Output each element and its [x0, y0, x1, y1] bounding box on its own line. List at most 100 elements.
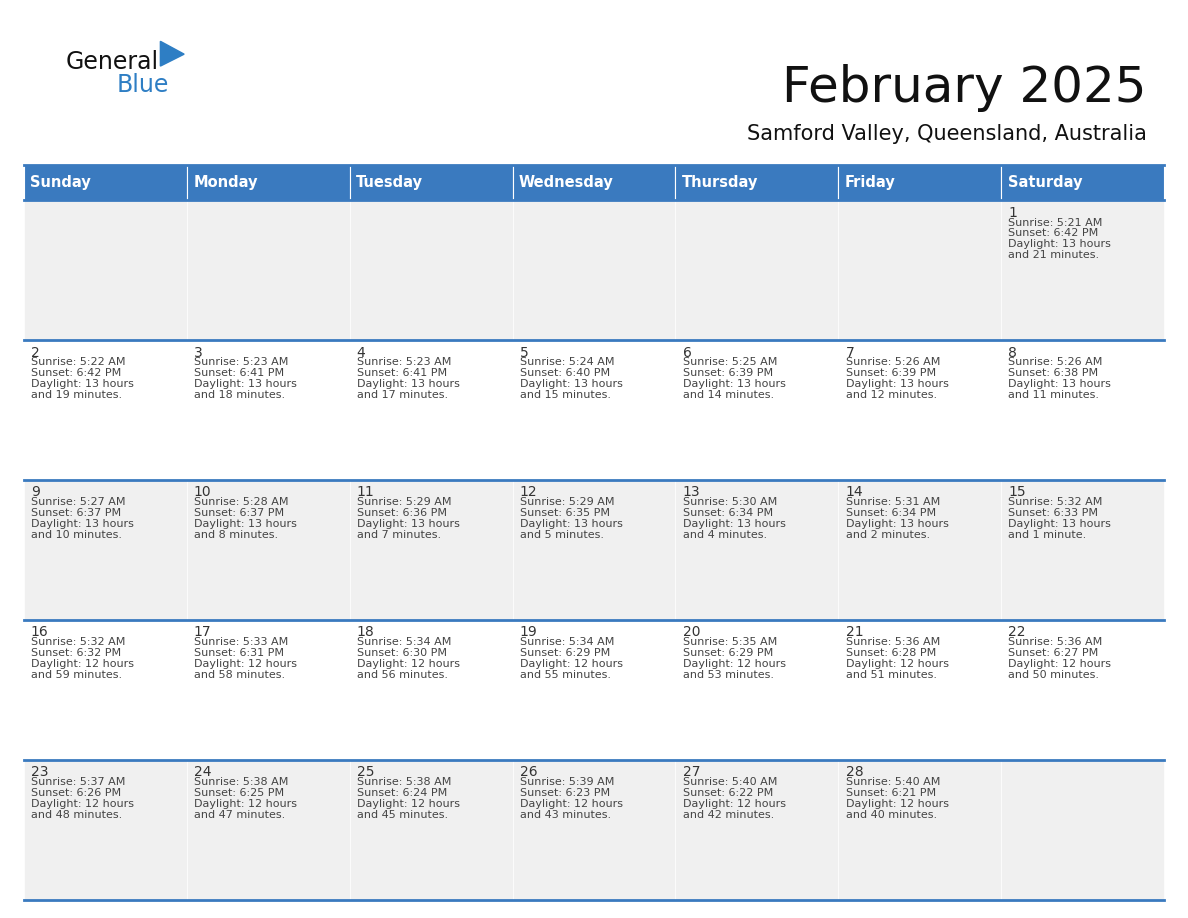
- Bar: [349, 480, 512, 620]
- Text: and 18 minutes.: and 18 minutes.: [194, 390, 285, 400]
- Text: Sunset: 6:41 PM: Sunset: 6:41 PM: [194, 368, 284, 378]
- Text: February 2025: February 2025: [782, 64, 1146, 112]
- Text: and 2 minutes.: and 2 minutes.: [846, 530, 930, 540]
- Text: Daylight: 12 hours: Daylight: 12 hours: [519, 659, 623, 669]
- Text: and 21 minutes.: and 21 minutes.: [1009, 250, 1100, 260]
- Bar: [1001, 760, 1164, 900]
- Bar: [676, 200, 839, 340]
- Text: Daylight: 13 hours: Daylight: 13 hours: [194, 379, 297, 389]
- Text: and 42 minutes.: and 42 minutes.: [683, 810, 773, 820]
- Text: 26: 26: [519, 766, 537, 779]
- Text: Daylight: 12 hours: Daylight: 12 hours: [846, 659, 948, 669]
- Text: and 15 minutes.: and 15 minutes.: [519, 390, 611, 400]
- Bar: [187, 620, 349, 760]
- Text: Daylight: 13 hours: Daylight: 13 hours: [1009, 519, 1111, 529]
- Text: Sunrise: 5:34 AM: Sunrise: 5:34 AM: [519, 637, 614, 647]
- Text: Tuesday: Tuesday: [356, 175, 423, 190]
- Bar: [676, 480, 839, 620]
- Text: and 4 minutes.: and 4 minutes.: [683, 530, 766, 540]
- Text: Sunset: 6:29 PM: Sunset: 6:29 PM: [683, 648, 773, 658]
- Text: Daylight: 13 hours: Daylight: 13 hours: [519, 519, 623, 529]
- Text: Sunrise: 5:38 AM: Sunrise: 5:38 AM: [194, 778, 289, 787]
- Text: 4: 4: [356, 345, 366, 360]
- Text: Sunset: 6:34 PM: Sunset: 6:34 PM: [683, 509, 772, 518]
- Text: Sunrise: 5:27 AM: Sunrise: 5:27 AM: [31, 498, 126, 508]
- Text: and 12 minutes.: and 12 minutes.: [846, 390, 936, 400]
- Text: Sunset: 6:26 PM: Sunset: 6:26 PM: [31, 788, 121, 798]
- Text: Daylight: 12 hours: Daylight: 12 hours: [519, 799, 623, 809]
- Text: and 7 minutes.: and 7 minutes.: [356, 530, 441, 540]
- Bar: [512, 620, 676, 760]
- Text: Daylight: 13 hours: Daylight: 13 hours: [1009, 379, 1111, 389]
- Bar: [676, 165, 839, 200]
- Text: Thursday: Thursday: [682, 175, 758, 190]
- Text: 14: 14: [846, 486, 864, 499]
- Bar: [349, 620, 512, 760]
- Text: Sunset: 6:29 PM: Sunset: 6:29 PM: [519, 648, 609, 658]
- Text: Daylight: 13 hours: Daylight: 13 hours: [683, 379, 785, 389]
- Text: Daylight: 12 hours: Daylight: 12 hours: [1009, 659, 1112, 669]
- Text: 15: 15: [1009, 486, 1026, 499]
- Text: 6: 6: [683, 345, 691, 360]
- Text: Daylight: 13 hours: Daylight: 13 hours: [194, 519, 297, 529]
- Text: Daylight: 13 hours: Daylight: 13 hours: [356, 379, 460, 389]
- Text: Daylight: 13 hours: Daylight: 13 hours: [356, 519, 460, 529]
- Text: Monday: Monday: [194, 175, 258, 190]
- Text: 5: 5: [519, 345, 529, 360]
- Text: and 48 minutes.: and 48 minutes.: [31, 810, 122, 820]
- Text: and 47 minutes.: and 47 minutes.: [194, 810, 285, 820]
- Text: Daylight: 12 hours: Daylight: 12 hours: [31, 659, 134, 669]
- Text: Sunset: 6:37 PM: Sunset: 6:37 PM: [31, 509, 121, 518]
- Text: Samford Valley, Queensland, Australia: Samford Valley, Queensland, Australia: [746, 124, 1146, 144]
- Text: and 5 minutes.: and 5 minutes.: [519, 530, 604, 540]
- Text: Daylight: 12 hours: Daylight: 12 hours: [356, 799, 460, 809]
- Text: Daylight: 13 hours: Daylight: 13 hours: [31, 519, 134, 529]
- Text: Sunrise: 5:33 AM: Sunrise: 5:33 AM: [194, 637, 287, 647]
- Text: Sunrise: 5:36 AM: Sunrise: 5:36 AM: [1009, 637, 1102, 647]
- Text: Sunrise: 5:29 AM: Sunrise: 5:29 AM: [519, 498, 614, 508]
- Text: and 56 minutes.: and 56 minutes.: [356, 669, 448, 679]
- Text: 16: 16: [31, 625, 49, 639]
- Text: 19: 19: [519, 625, 537, 639]
- Bar: [839, 620, 1001, 760]
- Text: Sunset: 6:39 PM: Sunset: 6:39 PM: [846, 368, 936, 378]
- Text: Sunset: 6:30 PM: Sunset: 6:30 PM: [356, 648, 447, 658]
- Text: and 8 minutes.: and 8 minutes.: [194, 530, 278, 540]
- Bar: [512, 760, 676, 900]
- Text: Blue: Blue: [116, 73, 169, 97]
- Text: Sunset: 6:38 PM: Sunset: 6:38 PM: [1009, 368, 1099, 378]
- Text: Sunset: 6:31 PM: Sunset: 6:31 PM: [194, 648, 284, 658]
- Text: Friday: Friday: [845, 175, 896, 190]
- Text: Daylight: 12 hours: Daylight: 12 hours: [356, 659, 460, 669]
- Bar: [349, 340, 512, 480]
- Text: Sunrise: 5:26 AM: Sunrise: 5:26 AM: [846, 357, 940, 367]
- Bar: [1001, 200, 1164, 340]
- Text: Sunrise: 5:40 AM: Sunrise: 5:40 AM: [683, 778, 777, 787]
- Text: Sunset: 6:28 PM: Sunset: 6:28 PM: [846, 648, 936, 658]
- Bar: [512, 340, 676, 480]
- Text: and 45 minutes.: and 45 minutes.: [356, 810, 448, 820]
- Text: 21: 21: [846, 625, 864, 639]
- Bar: [187, 340, 349, 480]
- Text: and 19 minutes.: and 19 minutes.: [31, 390, 122, 400]
- Text: Daylight: 13 hours: Daylight: 13 hours: [31, 379, 134, 389]
- Text: 28: 28: [846, 766, 864, 779]
- Bar: [24, 480, 187, 620]
- Text: 11: 11: [356, 486, 374, 499]
- Text: Sunset: 6:22 PM: Sunset: 6:22 PM: [683, 788, 773, 798]
- Text: Sunrise: 5:32 AM: Sunrise: 5:32 AM: [1009, 498, 1102, 508]
- Text: 17: 17: [194, 625, 211, 639]
- Text: General: General: [65, 50, 158, 74]
- Text: Sunset: 6:41 PM: Sunset: 6:41 PM: [356, 368, 447, 378]
- Text: Sunrise: 5:26 AM: Sunrise: 5:26 AM: [1009, 357, 1102, 367]
- Text: Daylight: 12 hours: Daylight: 12 hours: [31, 799, 134, 809]
- Bar: [24, 165, 187, 200]
- Text: 8: 8: [1009, 345, 1017, 360]
- Text: Sunset: 6:21 PM: Sunset: 6:21 PM: [846, 788, 936, 798]
- Text: Sunrise: 5:31 AM: Sunrise: 5:31 AM: [846, 498, 940, 508]
- Bar: [24, 620, 187, 760]
- Text: Sunrise: 5:24 AM: Sunrise: 5:24 AM: [519, 357, 614, 367]
- Text: Sunrise: 5:34 AM: Sunrise: 5:34 AM: [356, 637, 451, 647]
- Bar: [24, 760, 187, 900]
- Text: and 10 minutes.: and 10 minutes.: [31, 530, 122, 540]
